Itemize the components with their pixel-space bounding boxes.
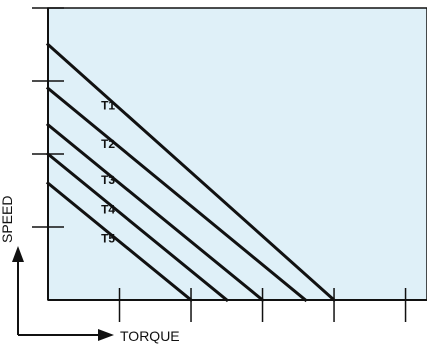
series-label-t3: T3 <box>101 173 115 187</box>
series-line-t4 <box>45 151 229 303</box>
series-line-t5 <box>45 181 194 303</box>
series-label-t1: T1 <box>101 99 115 113</box>
series-line-t2 <box>45 86 308 303</box>
series-label-t5: T5 <box>101 232 115 246</box>
y-axis-arrow-head <box>12 246 24 262</box>
x-axis-arrow-head <box>98 329 114 341</box>
plot-area <box>47 7 427 301</box>
series-label-t4: T4 <box>101 202 115 216</box>
series-line-t3 <box>45 122 265 303</box>
x-axis-label: TORQUE <box>120 328 180 344</box>
tick-layer <box>32 7 407 322</box>
series-label-t2: T2 <box>101 137 115 151</box>
series-layer <box>45 42 337 303</box>
y-axis-label: SPEED <box>0 196 15 243</box>
series-label-layer: T1 T2 T3 T4 T5 <box>101 99 115 246</box>
series-line-t1 <box>45 42 337 303</box>
